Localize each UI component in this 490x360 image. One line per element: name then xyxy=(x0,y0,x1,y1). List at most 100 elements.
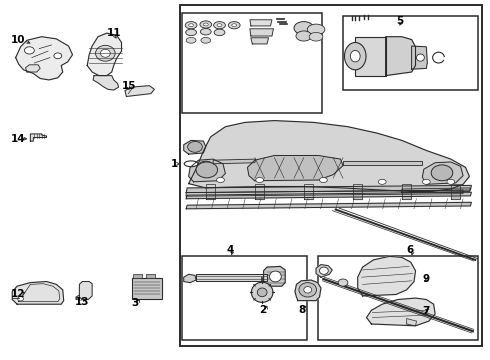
Ellipse shape xyxy=(309,32,323,41)
Bar xyxy=(182,256,307,340)
Polygon shape xyxy=(422,162,463,184)
Polygon shape xyxy=(184,274,196,283)
Ellipse shape xyxy=(319,177,327,183)
Polygon shape xyxy=(87,33,122,76)
Bar xyxy=(343,16,478,90)
Text: 9: 9 xyxy=(422,274,430,284)
Ellipse shape xyxy=(270,271,281,282)
Ellipse shape xyxy=(186,29,196,36)
Polygon shape xyxy=(247,156,343,181)
Ellipse shape xyxy=(185,22,197,29)
Ellipse shape xyxy=(232,24,237,27)
Polygon shape xyxy=(186,185,471,193)
Polygon shape xyxy=(250,29,273,36)
Text: 2: 2 xyxy=(259,305,266,315)
Ellipse shape xyxy=(228,22,240,29)
Polygon shape xyxy=(412,46,427,69)
Ellipse shape xyxy=(24,47,34,54)
Polygon shape xyxy=(251,38,269,44)
Ellipse shape xyxy=(422,179,430,184)
Polygon shape xyxy=(16,37,73,80)
Bar xyxy=(146,274,155,278)
Text: 11: 11 xyxy=(107,28,122,38)
Text: 1: 1 xyxy=(171,159,178,169)
Polygon shape xyxy=(206,184,215,199)
Ellipse shape xyxy=(203,23,208,26)
Polygon shape xyxy=(93,76,119,90)
Text: 4: 4 xyxy=(226,245,234,255)
Ellipse shape xyxy=(307,24,325,35)
Polygon shape xyxy=(213,159,256,164)
Ellipse shape xyxy=(251,282,273,302)
Text: 6: 6 xyxy=(407,245,414,255)
Polygon shape xyxy=(407,319,416,326)
Text: 14: 14 xyxy=(11,134,25,144)
Polygon shape xyxy=(264,266,285,286)
Text: 10: 10 xyxy=(11,35,25,45)
Polygon shape xyxy=(186,190,463,196)
Polygon shape xyxy=(189,121,469,192)
Ellipse shape xyxy=(200,21,212,28)
Ellipse shape xyxy=(350,50,360,62)
Ellipse shape xyxy=(214,22,225,29)
Ellipse shape xyxy=(96,45,115,61)
Polygon shape xyxy=(255,184,264,199)
Polygon shape xyxy=(402,184,411,199)
Polygon shape xyxy=(304,184,313,199)
Polygon shape xyxy=(186,192,471,199)
Ellipse shape xyxy=(256,177,264,183)
Polygon shape xyxy=(451,184,460,199)
Ellipse shape xyxy=(184,161,198,167)
Ellipse shape xyxy=(338,279,348,286)
Polygon shape xyxy=(25,65,40,72)
Ellipse shape xyxy=(217,177,224,183)
Ellipse shape xyxy=(18,297,24,301)
Polygon shape xyxy=(386,37,416,76)
Ellipse shape xyxy=(319,267,328,274)
Text: 15: 15 xyxy=(122,81,136,91)
Bar xyxy=(182,13,322,113)
Bar xyxy=(196,274,267,281)
Ellipse shape xyxy=(447,179,455,184)
Polygon shape xyxy=(316,265,332,277)
Text: 13: 13 xyxy=(74,297,89,307)
Ellipse shape xyxy=(217,24,222,27)
Bar xyxy=(133,274,142,278)
Bar xyxy=(318,256,478,340)
Ellipse shape xyxy=(378,179,386,184)
Bar xyxy=(180,5,482,346)
Text: 7: 7 xyxy=(422,306,430,316)
Ellipse shape xyxy=(294,22,314,35)
Ellipse shape xyxy=(431,165,453,181)
Ellipse shape xyxy=(257,288,267,297)
Ellipse shape xyxy=(200,28,211,35)
Ellipse shape xyxy=(100,49,110,57)
Text: 8: 8 xyxy=(298,305,305,315)
Polygon shape xyxy=(343,161,422,165)
Polygon shape xyxy=(186,202,471,209)
Ellipse shape xyxy=(201,37,211,43)
Ellipse shape xyxy=(344,42,366,70)
Polygon shape xyxy=(30,134,47,141)
Text: 3: 3 xyxy=(131,298,139,308)
Polygon shape xyxy=(189,159,225,182)
Ellipse shape xyxy=(54,53,62,59)
Ellipse shape xyxy=(416,54,424,61)
Polygon shape xyxy=(184,140,206,154)
Polygon shape xyxy=(12,282,64,304)
Ellipse shape xyxy=(196,162,218,178)
Ellipse shape xyxy=(299,283,317,297)
Polygon shape xyxy=(125,86,154,96)
Polygon shape xyxy=(353,184,362,199)
Ellipse shape xyxy=(296,31,312,41)
Polygon shape xyxy=(358,256,416,296)
Ellipse shape xyxy=(186,37,196,43)
Ellipse shape xyxy=(304,287,312,293)
Polygon shape xyxy=(250,20,272,26)
Bar xyxy=(355,37,386,76)
Ellipse shape xyxy=(188,141,202,152)
Text: 12: 12 xyxy=(11,289,25,300)
Polygon shape xyxy=(79,282,92,300)
Ellipse shape xyxy=(200,161,212,166)
Polygon shape xyxy=(295,280,321,301)
